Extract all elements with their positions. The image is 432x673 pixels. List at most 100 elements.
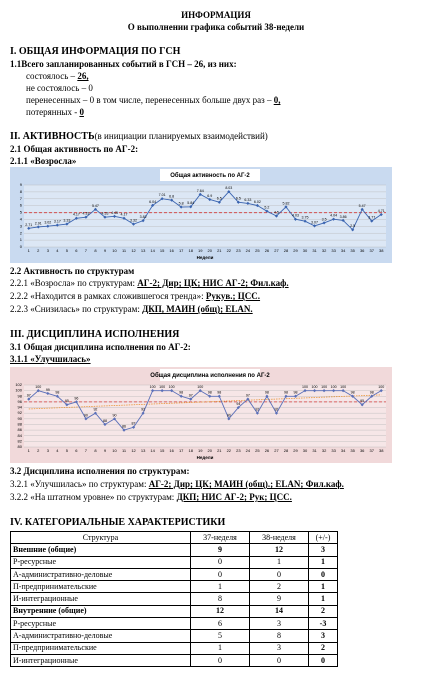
table-cell: П-предпринимательские — [10, 641, 191, 655]
text-line: потерянных - 0 — [26, 107, 84, 118]
data-point — [274, 411, 279, 415]
x-tick-label: 18 — [188, 448, 193, 453]
x-tick-label: 23 — [236, 448, 241, 453]
text-line: состоялось – 26, — [26, 71, 89, 82]
category-table: Структура 37-неделя 38-неделя (+/-) Внешние … — [10, 530, 338, 668]
data-label: 6.8 — [169, 195, 174, 199]
data-label: 100 — [169, 385, 175, 389]
y-tick-label: 9 — [20, 182, 23, 187]
x-tick-label: 31 — [312, 448, 317, 453]
data-label: 97 — [246, 394, 250, 398]
table-cell: 1 — [308, 555, 338, 569]
text: 2.2.3 «Снизилась» по структурам: — [10, 304, 143, 314]
x-axis-label: Недели — [197, 455, 214, 460]
table-cell: А-административно-деловые — [10, 629, 191, 643]
x-tick-label: 33 — [331, 248, 336, 253]
y-tick-label: 98 — [18, 393, 23, 398]
x-tick-label: 11 — [122, 448, 127, 453]
data-label: 8.03 — [225, 186, 232, 190]
data-label: 100 — [331, 385, 337, 389]
text-line: II. АКТИВНОСТЬ(в инициации планируемых в… — [10, 131, 268, 142]
data-label: 3.02 — [44, 221, 51, 225]
data-label: 100 — [321, 385, 327, 389]
x-tick-label: 9 — [104, 448, 107, 453]
data-point — [122, 216, 126, 220]
data-point — [151, 203, 155, 207]
data-point — [265, 209, 269, 213]
x-tick-label: 38 — [379, 248, 384, 253]
data-label: 100 — [302, 385, 308, 389]
x-tick-label: 25 — [255, 248, 260, 253]
data-label: 5.47 — [92, 204, 99, 208]
table-row: Р-ресурсные 0 1 1 — [10, 555, 338, 569]
y-tick-label: 3 — [20, 223, 23, 228]
x-tick-label: 35 — [350, 448, 355, 453]
text-line: 3.1 Общая дисциплина исполнения по АГ-2: — [10, 342, 191, 353]
text-line: 2.1 Общая активность по АГ-2: — [10, 144, 138, 155]
data-label: 3.86 — [340, 215, 347, 219]
data-point — [141, 411, 145, 415]
data-label: 98 — [294, 391, 298, 395]
table-cell: 2 — [249, 580, 309, 594]
text: 2.1.1 «Возросла» — [10, 156, 77, 166]
data-point — [103, 422, 107, 427]
table-cell: 6 — [190, 617, 250, 631]
text-line: 3.2.1 «Улучшилась» по структурам: АГ-2; … — [10, 479, 344, 490]
data-label: 5.2 — [264, 206, 269, 210]
data-label: 6.5 — [217, 197, 222, 201]
data-point — [198, 192, 202, 196]
data-label: 98 — [370, 391, 374, 395]
data-label: 92 — [274, 408, 278, 412]
title-box — [160, 369, 260, 381]
x-tick-label: 18 — [188, 248, 193, 253]
text: Рукув.; ЦСС. — [205, 291, 261, 301]
data-label: 100 — [312, 385, 318, 389]
data-label: 3.5 — [322, 217, 327, 221]
data-label: 5.82 — [282, 201, 289, 205]
data-point — [379, 389, 383, 393]
x-tick-label: 15 — [160, 248, 165, 253]
data-point — [379, 212, 383, 217]
text-line: I. ОБЩАЯ ИНФОРМАЦИЯ ПО ГСН — [10, 46, 180, 57]
data-point — [74, 216, 78, 220]
data-point — [46, 224, 50, 228]
text: 26, — [77, 71, 89, 81]
text-line: не состоялось – 0 — [26, 83, 93, 94]
x-tick-label: 37 — [369, 248, 374, 253]
y-tick-label: 6 — [20, 203, 23, 208]
table-cell: 12 — [190, 604, 250, 619]
text: ДКП; НИС АГ-2; Рук; ЦСС. — [176, 492, 292, 502]
table-cell: 0 — [249, 653, 309, 668]
table-cell: 8 — [249, 629, 309, 643]
x-tick-label: 1 — [28, 248, 31, 253]
data-label: 98 — [265, 391, 269, 395]
column-header: Структура — [10, 530, 191, 545]
table-row: Внешние (общие) 9 12 3 — [10, 543, 338, 557]
text-line: IV. КАТЕГОРИАЛЬНЫЕ ХАРАКТЕРИСТИКИ — [10, 517, 225, 528]
table-header: Структура 37-неделя 38-неделя (+/-) — [10, 530, 338, 545]
table-row: П-предпринимательские 1 3 2 — [10, 641, 338, 655]
table-cell: 3 — [308, 543, 338, 557]
x-tick-label: 34 — [341, 448, 346, 453]
data-label: 3.33 — [63, 219, 70, 223]
data-label: 100 — [35, 385, 41, 389]
text-line: 2.2.1 «Возросла» по структурам: АГ-2; Ди… — [10, 278, 289, 289]
text-line: О выполнении графика событий 38-недели — [0, 22, 432, 33]
text-line: 2.1.1 «Возросла» — [10, 156, 76, 167]
text-line: ИНФОРМАЦИЯ — [0, 10, 432, 21]
data-point — [84, 215, 88, 219]
x-tick-label: 4 — [56, 448, 59, 453]
data-label: 90 — [227, 413, 231, 417]
data-point — [293, 217, 298, 221]
text: (в инициации планируемых взаимодействий) — [94, 131, 268, 141]
table-cell: Внешние (общие) — [10, 543, 191, 557]
data-point — [303, 219, 307, 223]
text-line: 3.2 Дисциплина исполнения по структурам: — [10, 466, 190, 477]
data-label: 5.8 — [179, 201, 184, 205]
table-cell: Внутренние (общие) — [10, 604, 191, 619]
x-tick-label: 24 — [246, 448, 251, 453]
data-label: 100 — [150, 385, 156, 389]
x-tick-label: 14 — [150, 448, 155, 453]
table-cell: 9 — [249, 592, 309, 606]
